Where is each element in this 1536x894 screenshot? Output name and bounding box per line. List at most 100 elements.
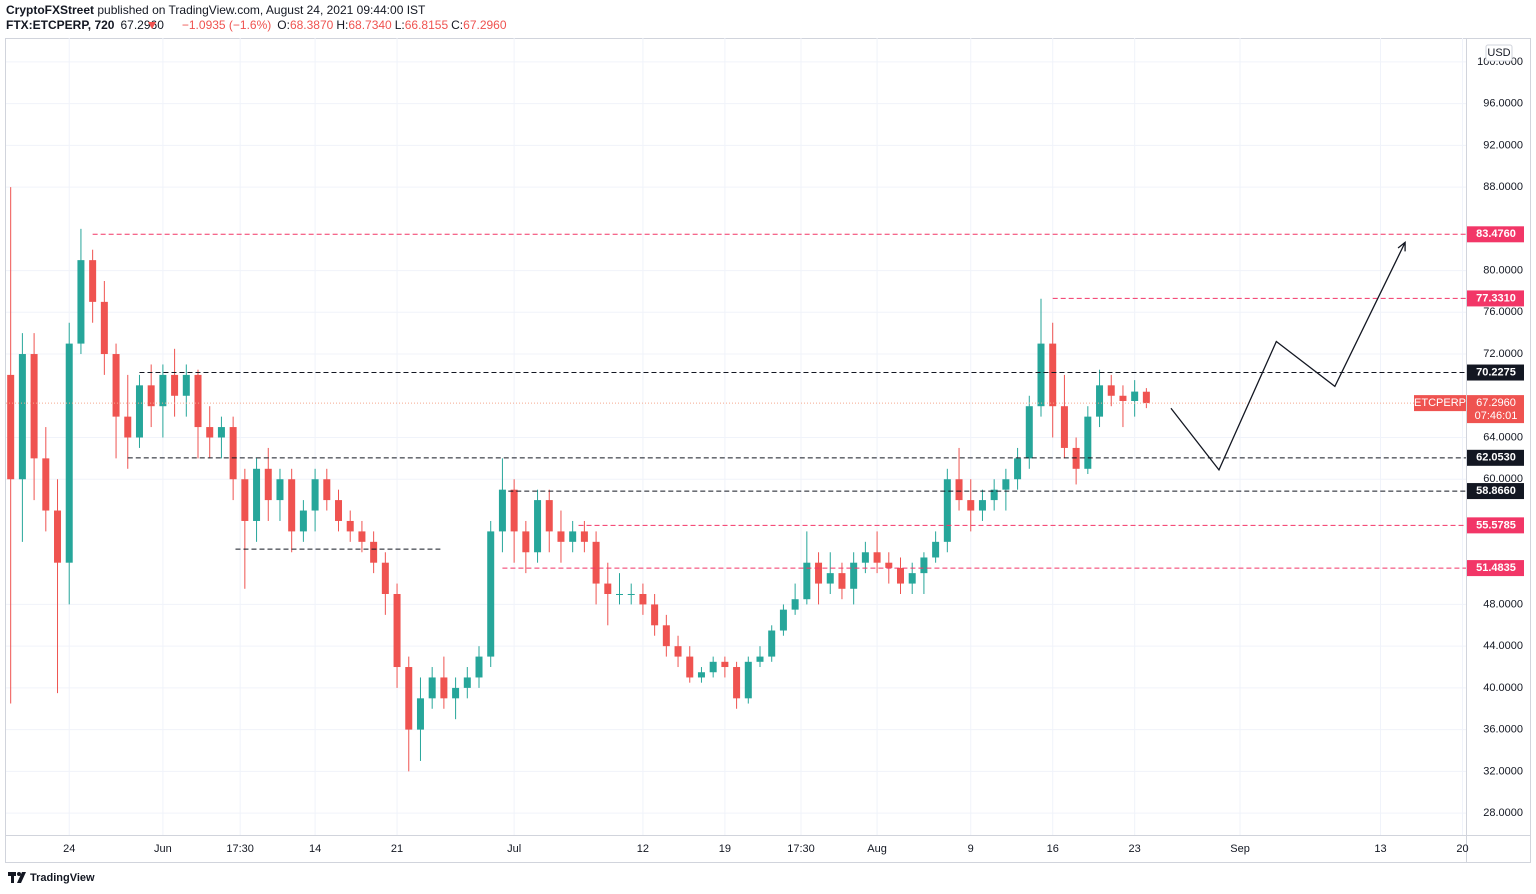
candle-body xyxy=(1084,416,1092,469)
candle-body xyxy=(616,593,624,595)
currency-box xyxy=(1485,44,1513,62)
candle-body xyxy=(463,677,471,688)
candle-body xyxy=(510,489,518,532)
level-label: 70.2275 xyxy=(1476,366,1516,378)
level-label: 83.4760 xyxy=(1476,228,1516,240)
candle-body xyxy=(545,500,553,532)
candle-body xyxy=(1025,406,1033,459)
change: −1.0935 (−1.6%) xyxy=(182,18,271,32)
brand: TradingView xyxy=(30,872,95,884)
candle-body xyxy=(733,667,741,699)
candle-body xyxy=(1072,447,1080,469)
candle-body xyxy=(182,374,190,396)
candle-body xyxy=(932,541,940,558)
x-tick-label: 20 xyxy=(1456,843,1468,855)
y-tick-label: 76.0000 xyxy=(1483,306,1523,318)
candle-body xyxy=(440,677,448,699)
candle-body xyxy=(54,510,62,563)
candle-body xyxy=(381,562,389,594)
candle-body xyxy=(393,593,401,668)
candle-body xyxy=(990,489,998,501)
candle-body xyxy=(89,260,97,302)
candle-body xyxy=(264,468,272,501)
y-tick-label: 96.0000 xyxy=(1483,98,1523,110)
candle-body xyxy=(873,552,881,563)
level-badge xyxy=(1467,226,1524,243)
candle-body xyxy=(135,385,143,438)
symbol-line: FTX:ETCPERP, 720 67.2960 −1.0935 (−1.6%) O:… xyxy=(6,18,507,32)
candle-body xyxy=(744,661,752,699)
candle-body xyxy=(100,301,108,355)
level-badge xyxy=(1467,449,1524,466)
candle-body xyxy=(30,354,38,459)
candle-body xyxy=(943,479,951,542)
candle-body xyxy=(194,374,202,428)
x-tick-label: Aug xyxy=(867,843,887,855)
candle-body xyxy=(627,593,635,595)
candle-body xyxy=(826,573,834,584)
candle-body xyxy=(1107,385,1115,396)
candle-body xyxy=(288,479,296,532)
grid xyxy=(6,38,1466,835)
x-tick-label: 23 xyxy=(1129,843,1141,855)
x-tick-label: 9 xyxy=(968,843,974,855)
header-line: CryptoFXStreet published on TradingView.… xyxy=(6,3,426,17)
x-tick-label: 12 xyxy=(637,843,649,855)
y-tick-label: 80.0000 xyxy=(1483,264,1523,276)
candle-body xyxy=(77,260,85,344)
x-tick-label: 16 xyxy=(1047,843,1059,855)
y-tick-label: 88.0000 xyxy=(1483,181,1523,193)
axis: 28.0000 32.0000 36.0000 40.0000 44.0000 48.00… xyxy=(63,56,1524,855)
x-tick-label: 19 xyxy=(719,843,731,855)
candle-body xyxy=(171,374,179,396)
currency: USD xyxy=(1487,47,1510,59)
x-tick-label: Sep xyxy=(1230,843,1250,855)
x-tick-label: 17:30 xyxy=(787,843,815,855)
candle-body xyxy=(1037,343,1045,407)
candle-body xyxy=(299,510,307,532)
x-tick-label: 24 xyxy=(63,843,75,855)
x-tick-label: 21 xyxy=(391,843,403,855)
candle-body xyxy=(604,583,612,594)
candle-body xyxy=(850,562,858,589)
candle-body xyxy=(1119,395,1127,401)
x-tick-label: Jul xyxy=(507,843,521,855)
candle-body xyxy=(452,687,460,699)
candle-body xyxy=(592,541,600,584)
candle-body xyxy=(405,667,413,730)
candle-body xyxy=(159,374,167,407)
o-label: O: xyxy=(277,18,290,32)
y-tick-label: 72.0000 xyxy=(1483,348,1523,360)
level-badge xyxy=(1467,483,1524,500)
candle-body xyxy=(1142,391,1150,404)
projection-path xyxy=(1170,242,1406,472)
candle-body xyxy=(358,531,366,542)
candle-body xyxy=(65,343,73,563)
candle-body xyxy=(18,354,26,480)
candle-body xyxy=(217,427,225,438)
c: 67.2960 xyxy=(463,18,507,32)
candle-body xyxy=(7,374,15,480)
y-tick-label: 64.0000 xyxy=(1483,431,1523,443)
candle-body xyxy=(803,562,811,600)
candle-body xyxy=(861,552,869,563)
candle-body xyxy=(1014,458,1022,480)
y-tick-label: 92.0000 xyxy=(1483,139,1523,151)
candle-body xyxy=(920,557,928,574)
candle-body xyxy=(534,500,542,553)
l-label: L: xyxy=(395,18,405,32)
candle-body xyxy=(241,479,249,521)
y-tick-label: 40.0000 xyxy=(1483,682,1523,694)
projection-arrowhead xyxy=(1397,241,1406,252)
level-label: 58.8660 xyxy=(1476,485,1516,497)
x-tick-label: 17:30 xyxy=(226,843,254,855)
candle-body xyxy=(370,541,378,563)
candle-body xyxy=(346,520,354,532)
candle-body xyxy=(709,661,717,673)
brand-logo xyxy=(8,872,26,883)
c-label: C: xyxy=(451,18,463,32)
candle-body xyxy=(967,500,975,511)
candle-body xyxy=(896,567,904,584)
last: 67.2960 xyxy=(120,18,164,32)
